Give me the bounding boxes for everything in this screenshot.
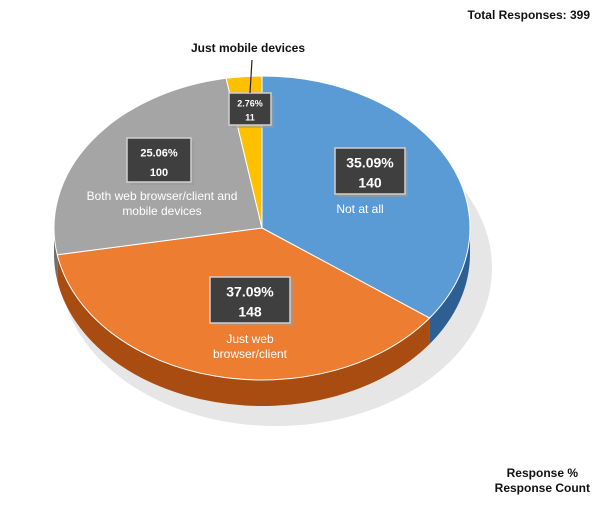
slice-side-1 [57,254,430,406]
data-label-box [209,276,291,324]
legend-note: Response % Response Count [495,466,590,496]
data-label-2: 25.06% 100 [126,137,194,185]
slice-percent-label: 37.09% [226,283,274,299]
slice-count-label: 100 [150,167,168,179]
data-label-box [334,147,406,195]
slice-count-label: 140 [358,175,382,191]
slice-percent-label: 25.06% [140,147,178,159]
data-label-1: 37.09% 148 [209,276,293,326]
slice-category-label: Not at all [336,202,383,216]
slice-category-label: Just web browser/client [213,332,288,361]
slice-side-2 [54,228,58,281]
slice-percent-label: 35.09% [346,154,394,170]
leader-line [249,59,253,94]
slice-count-label: 148 [238,304,262,320]
data-label-0: 35.09% 140 [334,147,408,197]
slice-category-label: Just mobile devices [191,41,305,55]
legend-note-count: Response Count [494,481,590,495]
legend-note-percent: Response % [506,466,578,480]
data-label-box [126,137,192,183]
slice-side-0 [429,228,470,345]
pie-slice-0 [261,75,471,319]
total-responses-label: Total Responses: 399 [467,8,590,22]
slice-count-label: 11 [245,113,255,123]
slice-category-label: Both web browser/client and mobile device… [87,189,238,218]
data-label-3: 2.76% 11 [228,92,274,128]
slice-percent-label: 2.76% [237,98,263,108]
